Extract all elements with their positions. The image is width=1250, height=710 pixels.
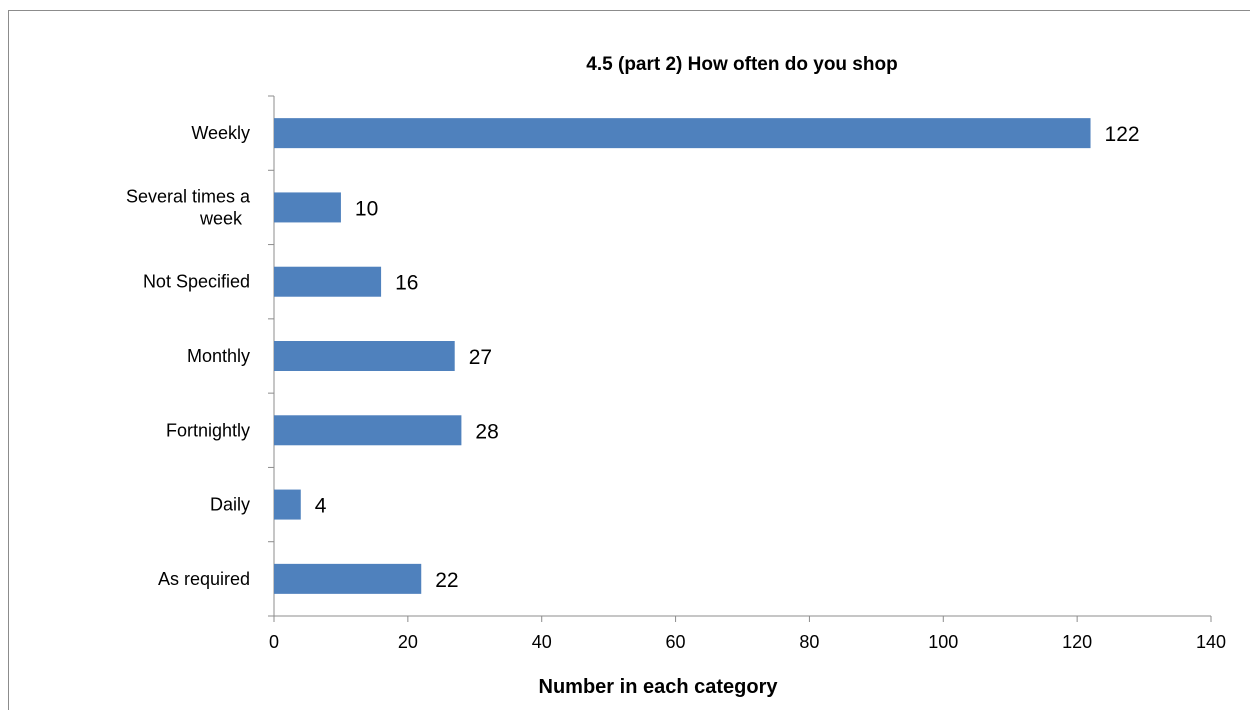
category-labels: Weekly Several times a week Not Specified Mo…	[126, 123, 251, 589]
data-label: 10	[355, 197, 378, 220]
x-axis-label: Number in each category	[539, 676, 779, 698]
bar	[274, 563, 422, 594]
x-tick-label: 60	[666, 632, 686, 652]
data-label: 28	[475, 420, 498, 443]
x-tick-label: 0	[269, 632, 279, 652]
data-label: 16	[395, 272, 418, 295]
bar	[274, 192, 341, 223]
x-axis-ticks: 0 20 40 60 80 100 120 140	[269, 616, 1226, 652]
data-label: 27	[469, 346, 492, 369]
data-label: 4	[315, 495, 327, 518]
x-tick-label: 40	[532, 632, 552, 652]
plot-area: 122 10 16 27 28 4 22	[268, 95, 1211, 617]
category-label: Daily	[210, 495, 250, 515]
chart-title: 4.5 (part 2) How often do you shop	[586, 54, 897, 75]
x-tick-label: 80	[799, 632, 819, 652]
category-label-line: week	[199, 208, 243, 228]
category-label: Several times a week	[126, 186, 251, 228]
category-label: Not Specified	[143, 272, 250, 292]
data-label: 22	[435, 569, 458, 592]
x-tick-label: 120	[1062, 632, 1092, 652]
data-label: 122	[1105, 123, 1140, 146]
bar	[274, 415, 462, 446]
x-tick-label: 140	[1196, 632, 1226, 652]
category-label: Monthly	[187, 346, 250, 366]
bar	[274, 489, 301, 520]
bar	[274, 118, 1091, 149]
category-label: As required	[158, 569, 250, 589]
x-tick-label: 100	[928, 632, 958, 652]
bar	[274, 266, 382, 297]
category-label: Weekly	[191, 123, 250, 143]
x-tick-label: 20	[398, 632, 418, 652]
bar	[274, 341, 455, 371]
category-label: Fortnightly	[166, 420, 250, 440]
chart-frame	[8, 10, 1250, 710]
